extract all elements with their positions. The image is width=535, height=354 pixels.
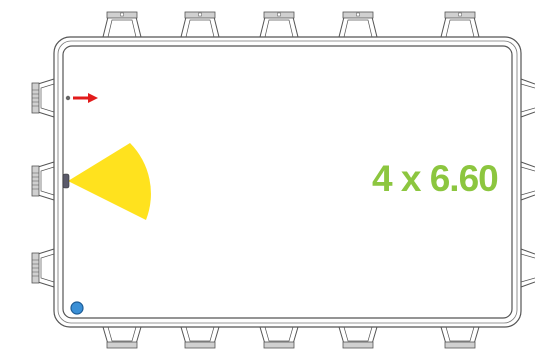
frame-leg-bottom xyxy=(180,326,220,349)
frame-leg-right xyxy=(520,248,535,288)
sensor-device xyxy=(62,173,70,189)
frame-top-rail xyxy=(57,40,518,324)
frame-leg-right xyxy=(520,161,535,201)
frame-leg-right xyxy=(520,78,535,118)
frame-leg-top xyxy=(440,11,480,38)
frame-leg-top xyxy=(259,11,299,38)
flow-arrow-icon xyxy=(73,93,98,103)
frame-legs xyxy=(31,11,535,349)
frame-leg-left xyxy=(31,78,55,118)
frame-outer-outline xyxy=(53,36,522,328)
sensor-cone xyxy=(68,143,151,220)
frame-leg-left xyxy=(31,161,55,201)
drain-marker xyxy=(70,301,84,315)
frame-leg-bottom xyxy=(338,326,378,349)
frame-leg-bottom xyxy=(259,326,299,349)
frame-leg-top xyxy=(180,11,220,38)
frame-leg-bottom xyxy=(102,326,142,349)
inlet-connector xyxy=(65,95,71,101)
frame-leg-top xyxy=(102,11,142,38)
frame-leg-bottom xyxy=(440,326,480,349)
frame-leg-top xyxy=(338,11,378,38)
frame-leg-left xyxy=(31,248,55,288)
pool-size-label: 4 x 6.60 xyxy=(372,158,499,199)
